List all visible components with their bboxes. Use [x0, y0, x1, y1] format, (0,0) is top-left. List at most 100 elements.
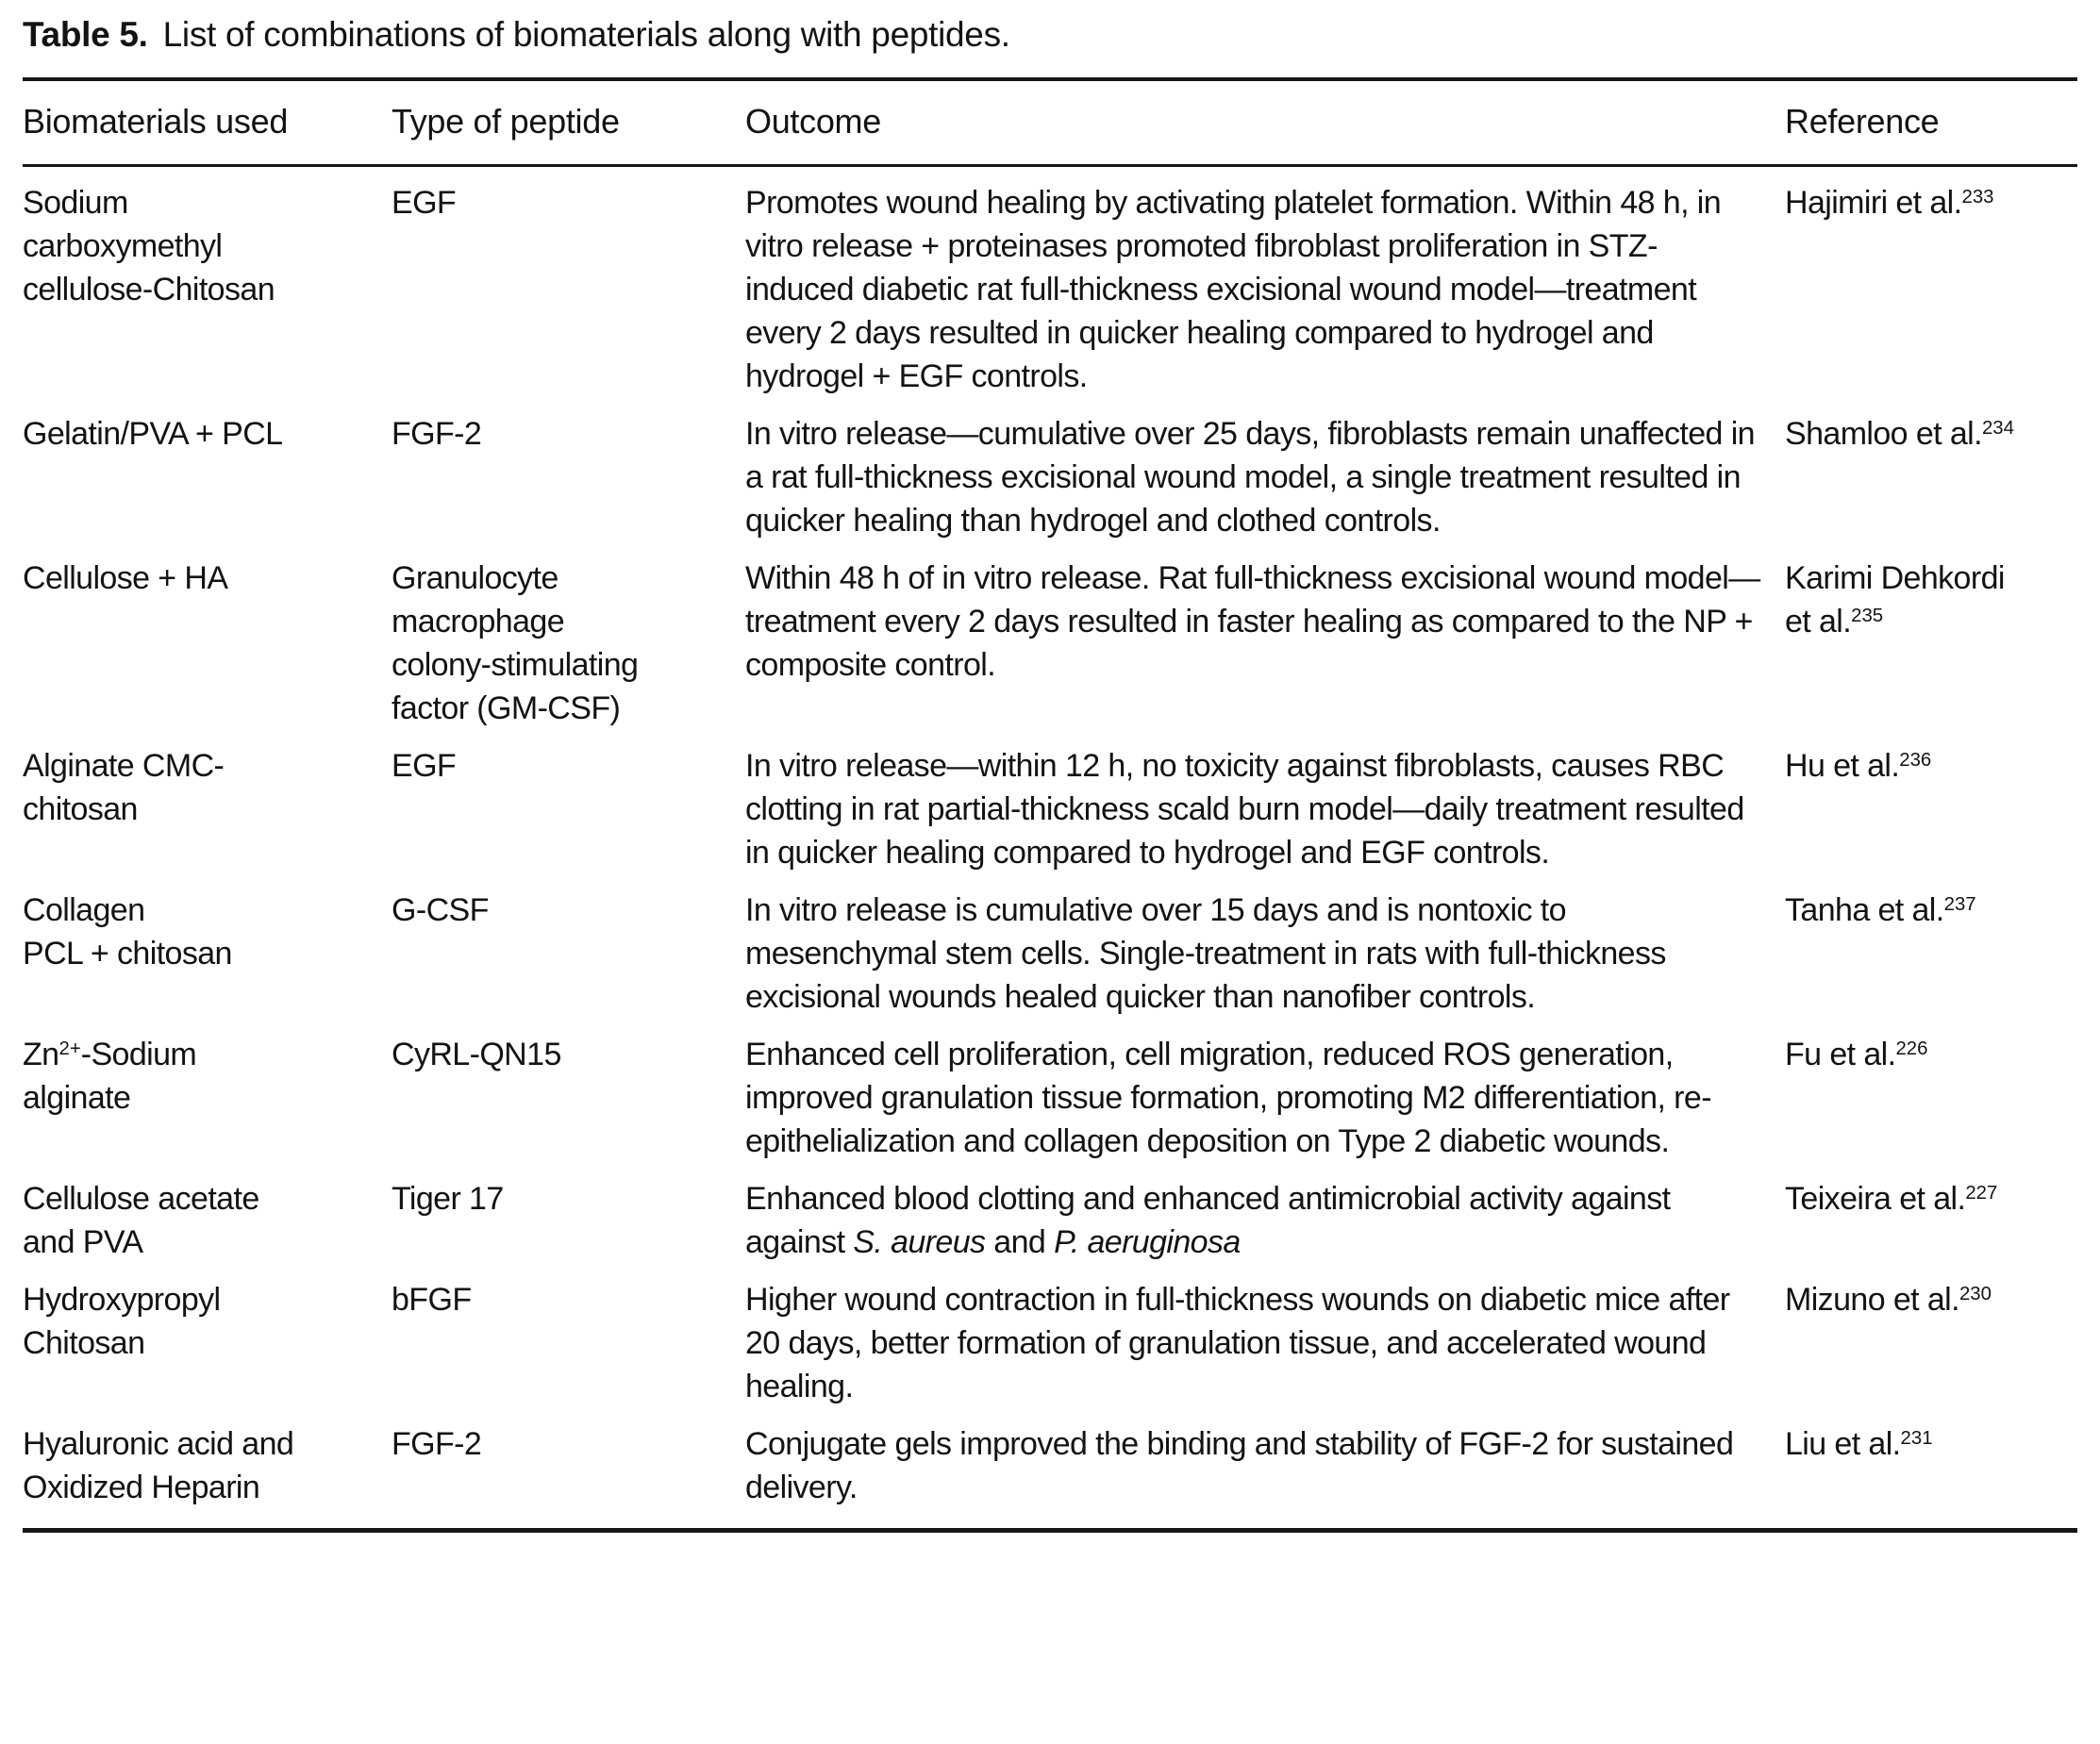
- text-segment: Higher wound contraction in full-thickne…: [745, 1282, 1730, 1404]
- caption-label: Table 5.: [23, 15, 148, 54]
- cell-peptide: CyRL-QN15: [392, 1019, 745, 1163]
- table-row: Alginate CMC- chitosan EGF In vitro rele…: [23, 730, 2077, 874]
- cell-outcome: In vitro release—cumulative over 25 days…: [745, 398, 1785, 542]
- text-segment: Within 48 h of in vitro release. Rat ful…: [745, 560, 1760, 683]
- cell-reference: Teixeira et al.227: [1785, 1163, 2077, 1264]
- text-segment: Shamloo et al.: [1785, 416, 1983, 452]
- table-row: Hydroxypropyl Chitosan bFGF Higher wound…: [23, 1264, 2077, 1408]
- cell-outcome: Higher wound contraction in full-thickne…: [745, 1264, 1785, 1408]
- cell-peptide: G-CSF: [392, 874, 745, 1019]
- text-segment: Collagen PCL + chitosan: [23, 892, 232, 972]
- cell-outcome: Enhanced blood clotting and enhanced ant…: [745, 1163, 1785, 1264]
- caption-text: List of combinations of biomaterials alo…: [162, 15, 1010, 54]
- cell-reference: Fu et al.226: [1785, 1019, 2077, 1163]
- text-segment: Tiger 17: [392, 1181, 504, 1217]
- cell-biomaterial: Sodium carboxymethyl cellulose-Chitosan: [23, 166, 392, 399]
- cell-reference: Liu et al.231: [1785, 1408, 2077, 1531]
- cell-peptide: EGF: [392, 166, 745, 399]
- column-header-outcome: Outcome: [745, 79, 1785, 167]
- cell-reference: Shamloo et al.234: [1785, 398, 2077, 542]
- superscript-text: 236: [1899, 749, 1932, 771]
- superscript-text: 234: [1981, 417, 2014, 439]
- cell-peptide: EGF: [392, 730, 745, 874]
- text-segment: FGF-2: [392, 416, 482, 452]
- table-row: Zn2+-Sodium alginate CyRL-QN15 Enhanced …: [23, 1019, 2077, 1163]
- superscript-text: 226: [1895, 1038, 1928, 1059]
- cell-reference: Mizuno et al.230: [1785, 1264, 2077, 1408]
- cell-peptide: FGF-2: [392, 1408, 745, 1531]
- text-segment: Granulocyte macrophage colony-stimulatin…: [392, 560, 639, 726]
- table-row: Cellulose acetate and PVA Tiger 17 Enhan…: [23, 1163, 2077, 1264]
- text-segment: FGF-2: [392, 1426, 482, 1462]
- text-segment: In vitro release is cumulative over 15 d…: [745, 892, 1666, 1015]
- table-row: Gelatin/PVA + PCL FGF-2 In vitro release…: [23, 398, 2077, 542]
- text-segment: Karimi Dehkordi et al.: [1785, 560, 2005, 639]
- cell-reference: Tanha et al.237: [1785, 874, 2077, 1019]
- table-row: Cellulose + HA Granulocyte macrophage co…: [23, 542, 2077, 730]
- table-header: Biomaterials used Type of peptide Outcom…: [23, 79, 2077, 167]
- table-body: Sodium carboxymethyl cellulose-Chitosan …: [23, 166, 2077, 1531]
- text-segment: Promotes wound healing by activating pla…: [745, 185, 1722, 394]
- text-segment: bFGF: [392, 1282, 472, 1318]
- biomaterials-peptides-table: Biomaterials used Type of peptide Outcom…: [23, 77, 2077, 1533]
- text-segment: Fu et al.: [1785, 1037, 1896, 1072]
- text-segment: EGF: [392, 748, 457, 784]
- superscript-text: 227: [1965, 1182, 1998, 1204]
- cell-biomaterial: Cellulose acetate and PVA: [23, 1163, 392, 1264]
- italic-text: P. aeruginosa: [1054, 1224, 1241, 1260]
- table-row: Collagen PCL + chitosan G-CSF In vitro r…: [23, 874, 2077, 1019]
- italic-text: S. aureus: [853, 1224, 986, 1260]
- cell-biomaterial: Alginate CMC- chitosan: [23, 730, 392, 874]
- text-segment: Hydroxypropyl Chitosan: [23, 1282, 221, 1361]
- cell-outcome: Promotes wound healing by activating pla…: [745, 166, 1785, 399]
- text-segment: Tanha et al.: [1785, 892, 1944, 928]
- cell-reference: Karimi Dehkordi et al.235: [1785, 542, 2077, 730]
- cell-outcome: Conjugate gels improved the binding and …: [745, 1408, 1785, 1531]
- text-segment: -Sodium alginate: [23, 1037, 197, 1116]
- column-header-peptide: Type of peptide: [392, 79, 745, 167]
- cell-peptide: Granulocyte macrophage colony-stimulatin…: [392, 542, 745, 730]
- text-segment: Cellulose acetate and PVA: [23, 1181, 259, 1260]
- text-segment: Enhanced cell proliferation, cell migrat…: [745, 1037, 1712, 1159]
- table-row: Sodium carboxymethyl cellulose-Chitosan …: [23, 166, 2077, 399]
- cell-biomaterial: Zn2+-Sodium alginate: [23, 1019, 392, 1163]
- header-row: Biomaterials used Type of peptide Outcom…: [23, 79, 2077, 167]
- text-segment: Sodium carboxymethyl cellulose-Chitosan: [23, 185, 275, 307]
- text-segment: Conjugate gels improved the binding and …: [745, 1426, 1734, 1505]
- text-segment: Zn: [23, 1037, 59, 1072]
- superscript-text: 237: [1943, 893, 1976, 915]
- cell-outcome: In vitro release—within 12 h, no toxicit…: [745, 730, 1785, 874]
- superscript-text: 231: [1900, 1427, 1933, 1449]
- cell-reference: Hu et al.236: [1785, 730, 2077, 874]
- cell-outcome: In vitro release is cumulative over 15 d…: [745, 874, 1785, 1019]
- text-segment: Gelatin/PVA + PCL: [23, 416, 283, 452]
- text-segment: Enhanced blood clotting and enhanced ant…: [745, 1181, 1671, 1260]
- table-caption: Table 5. List of combinations of biomater…: [23, 13, 2075, 57]
- text-segment: Alginate CMC- chitosan: [23, 748, 225, 827]
- table-row: Hyaluronic acid and Oxidized Heparin FGF…: [23, 1408, 2077, 1531]
- cell-biomaterial: Hydroxypropyl Chitosan: [23, 1264, 392, 1408]
- cell-biomaterial: Cellulose + HA: [23, 542, 392, 730]
- text-segment: Hyaluronic acid and Oxidized Heparin: [23, 1426, 294, 1505]
- column-header-reference: Reference: [1785, 79, 2077, 167]
- superscript-text: 235: [1851, 605, 1884, 626]
- cell-biomaterial: Hyaluronic acid and Oxidized Heparin: [23, 1408, 392, 1531]
- cell-reference: Hajimiri et al.233: [1785, 166, 2077, 399]
- cell-peptide: bFGF: [392, 1264, 745, 1408]
- text-segment: and: [985, 1224, 1055, 1260]
- text-segment: In vitro release—within 12 h, no toxicit…: [745, 748, 1744, 871]
- text-segment: Cellulose + HA: [23, 560, 228, 596]
- cell-biomaterial: Gelatin/PVA + PCL: [23, 398, 392, 542]
- page: Table 5. List of combinations of biomater…: [23, 13, 2077, 1533]
- text-segment: Hajimiri et al.: [1785, 185, 1962, 221]
- text-segment: G-CSF: [392, 892, 489, 928]
- superscript-text: 2+: [58, 1038, 81, 1059]
- text-segment: Liu et al.: [1785, 1426, 1901, 1462]
- text-segment: Mizuno et al.: [1785, 1282, 1960, 1318]
- text-segment: EGF: [392, 185, 457, 221]
- cell-outcome: Enhanced cell proliferation, cell migrat…: [745, 1019, 1785, 1163]
- cell-biomaterial: Collagen PCL + chitosan: [23, 874, 392, 1019]
- text-segment: CyRL-QN15: [392, 1037, 561, 1072]
- cell-outcome: Within 48 h of in vitro release. Rat ful…: [745, 542, 1785, 730]
- cell-peptide: Tiger 17: [392, 1163, 745, 1264]
